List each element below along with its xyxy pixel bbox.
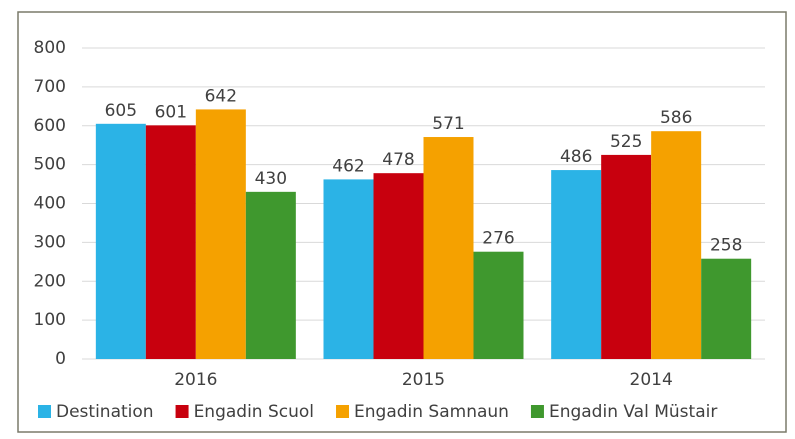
value-label: 571 (432, 114, 464, 134)
y-tick-label: 100 (34, 310, 66, 330)
legend-swatch (530, 405, 544, 418)
bar (195, 109, 246, 359)
value-label: 605 (105, 101, 137, 121)
y-tick-label: 500 (34, 155, 66, 175)
legend-label: Engadin Scuol (194, 402, 314, 422)
bar (473, 251, 524, 359)
bar (551, 170, 602, 359)
x-tick-label: 2016 (174, 370, 217, 390)
bar (145, 125, 196, 359)
y-tick-label: 200 (34, 271, 66, 291)
bar (423, 137, 474, 359)
value-label: 642 (205, 86, 237, 106)
y-tick-label: 600 (34, 116, 66, 136)
bar (245, 191, 296, 359)
value-label: 430 (255, 169, 287, 189)
legend-swatch (336, 405, 350, 418)
value-label: 486 (560, 147, 592, 167)
legend-label: Destination (56, 402, 154, 422)
bar (701, 258, 752, 359)
value-label: 525 (610, 132, 642, 152)
y-tick-label: 700 (34, 77, 66, 97)
value-label: 601 (155, 102, 187, 122)
value-label: 462 (332, 156, 364, 176)
value-label: 586 (660, 108, 692, 128)
bar (651, 131, 702, 359)
bar (95, 123, 146, 360)
x-tick-label: 2015 (402, 370, 445, 390)
value-label: 258 (710, 236, 742, 256)
value-label: 478 (382, 150, 414, 170)
y-tick-label: 800 (34, 38, 66, 58)
legend-swatch (175, 405, 189, 418)
legend-swatch (38, 405, 51, 418)
y-tick-label: 0 (55, 349, 66, 369)
bar (601, 154, 652, 359)
y-tick-label: 300 (34, 232, 66, 252)
y-tick-label: 400 (34, 194, 66, 214)
legend-label: Engadin Samnaun (354, 402, 509, 422)
bar (373, 173, 424, 359)
legend-label: Engadin Val Müstair (549, 402, 717, 422)
x-tick-label: 2014 (630, 370, 673, 390)
bar (323, 179, 374, 359)
value-label: 276 (482, 229, 514, 249)
